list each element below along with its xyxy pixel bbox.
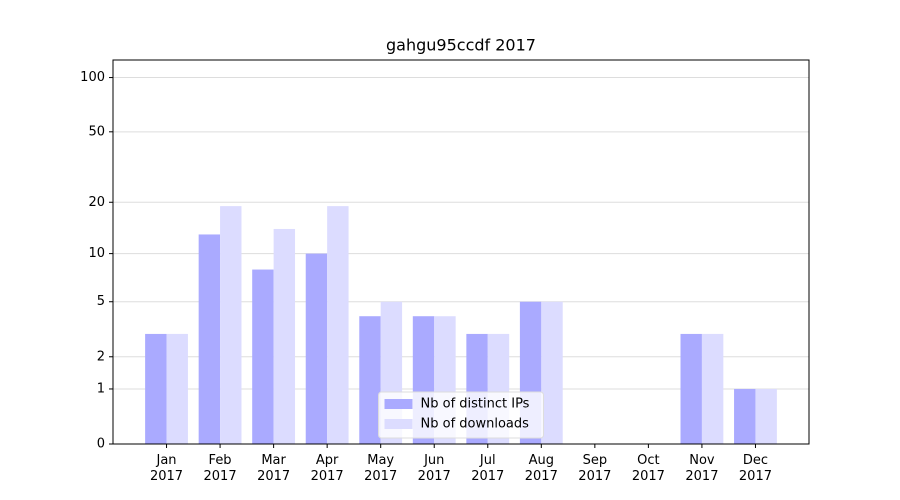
- x-tick-label: Oct 2017: [631, 453, 665, 484]
- bar: [166, 333, 188, 444]
- legend-box: [378, 391, 544, 439]
- x-tick-label: Jul 2017: [471, 453, 505, 484]
- x-tick-label: Sep 2017: [578, 453, 612, 484]
- bar: [220, 206, 242, 444]
- x-tick-label: Aug 2017: [524, 453, 558, 484]
- x-tick-label: May 2017: [364, 453, 398, 484]
- x-tick-label: Jan 2017: [149, 453, 184, 484]
- y-tick-label: 2: [97, 349, 105, 364]
- x-tick-label: Dec 2017: [738, 453, 772, 484]
- bar: [145, 333, 167, 444]
- legend-label: Nb of downloads: [421, 417, 530, 432]
- y-tick-label: 5: [97, 294, 105, 309]
- legend-label: Nb of distinct IPs: [421, 397, 530, 412]
- bar: [541, 301, 563, 444]
- y-tick-label: 50: [88, 124, 105, 139]
- x-tick-label: Nov 2017: [685, 453, 719, 484]
- x-tick-label: Feb 2017: [203, 453, 237, 484]
- x-tick-label: Apr 2017: [310, 453, 344, 484]
- bar: [273, 228, 296, 444]
- bar: [252, 269, 274, 444]
- bar: [198, 234, 221, 444]
- y-tick-label: 1: [97, 381, 105, 396]
- y-tick-label: 20: [88, 195, 105, 210]
- x-tick-label: Jun 2017: [417, 453, 451, 484]
- bar: [734, 388, 756, 444]
- bar: [327, 206, 349, 444]
- bar: [680, 333, 702, 444]
- y-tick-label: 10: [88, 246, 105, 261]
- y-tick-label: 0: [97, 437, 105, 452]
- x-tick-label: Mar 2017: [257, 453, 291, 484]
- legend-swatch: [384, 419, 413, 429]
- bar: [305, 253, 328, 444]
- legend-swatch: [384, 399, 413, 409]
- chart-title: gahgu95ccdf 2017: [386, 36, 536, 55]
- y-tick-label: 100: [80, 70, 105, 85]
- bar: [701, 333, 724, 444]
- plot-frame: [112, 59, 810, 445]
- bar: [359, 316, 381, 444]
- bar: [755, 388, 777, 444]
